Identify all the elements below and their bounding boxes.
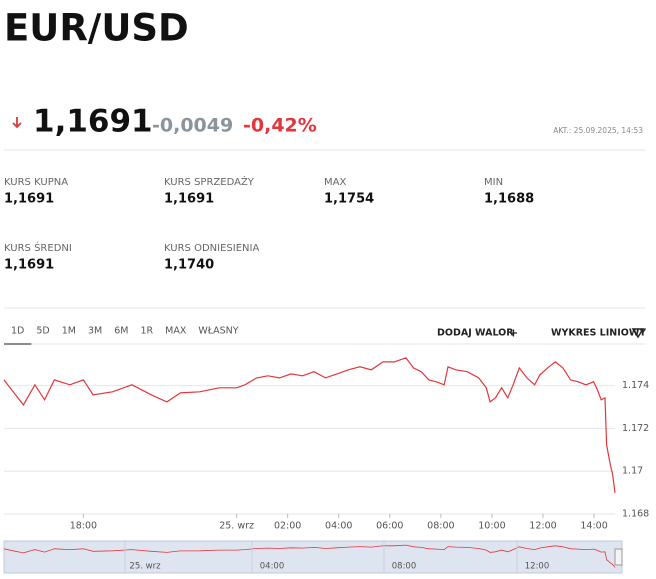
- navigator[interactable]: [3, 540, 623, 574]
- y-tick-label: 1.17: [622, 466, 643, 477]
- range-tab[interactable]: 1D: [11, 326, 24, 337]
- y-tick-label: 1.174: [622, 380, 649, 391]
- x-tick-label: 10:00: [478, 521, 505, 532]
- updated: AKT.: 25.09.2025, 14:53: [553, 126, 643, 135]
- chart-type-button[interactable]: WYKRES LINIOWY: [551, 328, 646, 339]
- dropdown-icon: [631, 328, 645, 339]
- range-tab[interactable]: 1R: [140, 326, 153, 337]
- navigator-label: 04:00: [260, 562, 285, 572]
- x-tick-label: 08:00: [427, 521, 454, 532]
- price-line: [3, 544, 616, 568]
- navigator-handle[interactable]: [614, 548, 623, 566]
- down-arrow: [12, 117, 22, 129]
- range-tab[interactable]: 5D: [36, 326, 49, 337]
- range-tab[interactable]: 6M: [114, 326, 128, 337]
- y-tick-label: 1.172: [622, 423, 649, 434]
- stat-label: KURS ODNIESIENIA: [164, 243, 259, 254]
- y-tick-label: 1.168: [622, 509, 649, 520]
- range-tab[interactable]: 1M: [62, 326, 76, 337]
- add-button[interactable]: DODAJ WALOR: [437, 328, 514, 339]
- stat-value: 1,1688: [484, 192, 534, 207]
- x-tick-label: 18:00: [70, 521, 97, 532]
- range-tab[interactable]: MAX: [165, 326, 187, 337]
- navigator-chart: 25. wrz 04:00 08:00 12:00: [3, 541, 616, 573]
- x-tick-label: 02:00: [274, 521, 301, 532]
- navigator-label: 25. wrz: [129, 562, 161, 572]
- title: EUR/USD: [4, 7, 189, 50]
- stat-label: MIN: [484, 177, 503, 188]
- x-tick-label: 06:00: [376, 521, 403, 532]
- x-tick-label: 25. wrz: [219, 521, 254, 532]
- stat-value: 1,1691: [4, 192, 54, 207]
- stat-label: KURS KUPNA: [4, 177, 68, 188]
- plus-icon: [510, 329, 517, 337]
- navigator-label: 08:00: [392, 562, 417, 572]
- stat-value: 1,1691: [4, 258, 54, 273]
- stats: KURS KUPNA 1,1691 KURS SPRZEDAŻY 1,1691 MAX 1…: [4, 175, 534, 273]
- navigator-label: 12:00: [525, 562, 550, 572]
- price-line: [3, 357, 616, 494]
- change: -0,0049: [152, 115, 233, 137]
- stat-value: 1,1691: [164, 192, 214, 207]
- x-tick-label: 04:00: [325, 521, 352, 532]
- stat-label: MAX: [324, 177, 346, 188]
- x-tick-label: 14:00: [580, 521, 607, 532]
- stat-label: KURS SPRZEDAŻY: [164, 175, 255, 188]
- tabs: 1D 5D 1M 3M 6M 1R MAX WŁASNY: [4, 326, 239, 345]
- chart: 1.168 1.17 1.172 1.174 18:00 25. wrz 02:00 04:0…: [3, 357, 649, 532]
- stat-value: 1,1740: [164, 258, 214, 273]
- x-tick-label: 12:00: [529, 521, 556, 532]
- price: 1,1691: [33, 104, 153, 140]
- range-tab[interactable]: WŁASNY: [198, 326, 238, 337]
- change-pct: -0,42%: [243, 115, 317, 137]
- stat-value: 1,1754: [324, 192, 374, 207]
- stat-label: KURS ŚREDNI: [4, 241, 72, 254]
- range-tab[interactable]: 3M: [88, 326, 102, 337]
